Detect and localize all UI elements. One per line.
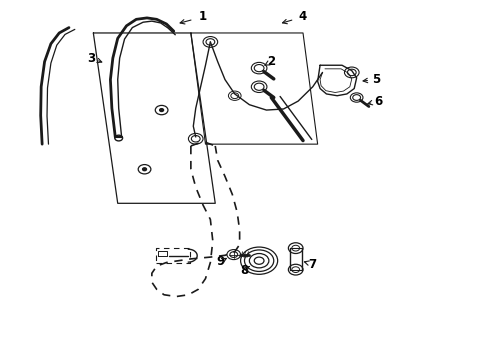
Text: 3: 3 [87,51,95,64]
Text: 5: 5 [371,73,380,86]
Circle shape [142,168,146,171]
Text: 4: 4 [298,10,306,23]
Text: 6: 6 [374,95,382,108]
Text: 8: 8 [240,264,248,277]
Text: 7: 7 [308,258,316,271]
Text: 2: 2 [267,55,275,68]
Text: 9: 9 [216,255,224,268]
Circle shape [159,109,163,112]
Text: 1: 1 [199,10,207,23]
